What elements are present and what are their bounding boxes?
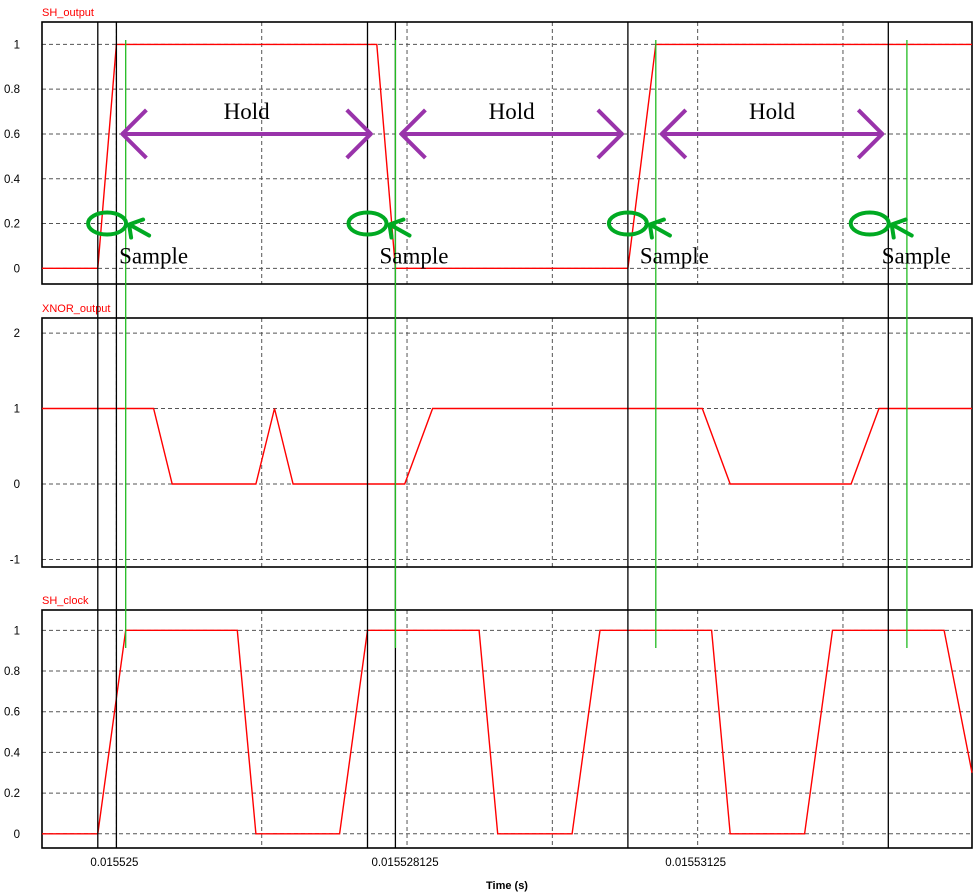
x-axis: 0.015525 0.015528125 0.01553125 Time (s) [90,857,726,892]
signal-trace [42,43,972,269]
y-tick-label: -1 [10,554,20,566]
hold-arrow-head-left [399,108,427,160]
x-tick-label: 0.015528125 [371,857,438,869]
panel-title: XNOR_output [42,303,110,315]
hold-label: Hold [749,99,796,124]
y-tick-label: 1 [14,39,20,51]
y-tick-label: 1 [14,404,20,416]
x-tick-label: 0.01553125 [665,857,726,869]
y-tick-label: 0.8 [4,666,20,678]
signal-panels: SH_output 0 0.2 0.4 0.6 0.8 1 XNOR_output -1 0 1 2 S… [4,7,973,849]
x-tick-label: 0.015525 [90,857,138,869]
sample-arrow-shaft [891,223,914,238]
y-tick-label: 0 [14,263,20,275]
panel-frame [41,609,973,849]
sample-marker: Sample [346,210,449,269]
hold-label: Hold [489,99,536,124]
sample-label: Sample [119,244,188,269]
sample-label: Sample [640,244,709,269]
y-tick-label: 0.4 [4,174,21,186]
y-tick-label: 2 [14,328,20,340]
hold-arrow: Hold [399,99,624,160]
sample-label: Sample [380,244,449,269]
y-tick-label: 0.4 [4,747,21,759]
y-tick-label: 0.2 [4,219,20,231]
sample-circle [346,210,389,237]
cursor-guide-lines [97,22,908,848]
sample-arrow-shaft [389,223,412,238]
sample-marker: Sample [86,210,188,269]
panel-3: SH_clock 0 0.2 0.4 0.6 0.8 1 [4,595,973,849]
sample-label: Sample [882,244,951,269]
panel-frame [41,21,973,285]
signal-trace [42,629,973,835]
hold-label: Hold [224,99,271,124]
y-tick-label: 0 [14,479,20,491]
sample-circle [606,210,649,237]
hold-arrow: Hold [659,99,885,160]
x-axis-label: Time (s) [486,880,528,892]
panel-title: SH_output [42,7,94,19]
y-tick-label: 0.2 [4,788,20,800]
annotations: Hold Hold Hold Sample Sample Sample Sample [86,99,951,269]
panel-title: SH_clock [42,595,89,607]
sample-arrow-shaft [649,223,672,238]
sample-arrow-shaft [129,223,152,238]
hold-arrow: Hold [120,99,373,160]
signal-trace [42,407,972,485]
sample-arrow-head [647,217,666,240]
panel-2: XNOR_output -1 0 1 2 [10,303,973,568]
hold-arrow-head-right [596,108,624,160]
sample-arrow-head [889,217,908,240]
hold-arrow-head-right [345,108,373,160]
hold-arrow-head-left [659,108,688,160]
y-tick-label: 0.6 [4,129,20,141]
sample-circle [848,210,891,237]
y-tick-label: 1 [14,625,20,637]
sample-arrow-head [127,217,146,240]
hold-arrow-head-left [120,108,148,160]
y-tick-label: 0 [14,829,20,841]
panel-frame [41,317,973,568]
y-tick-label: 0.8 [4,84,20,96]
hold-arrow-head-right [856,108,885,160]
sample-marker: Sample [848,210,951,269]
sample-arrow-head [387,217,406,240]
sample-circle [86,210,129,237]
panel-1: SH_output 0 0.2 0.4 0.6 0.8 1 [4,7,973,285]
y-tick-label: 0.6 [4,707,20,719]
sample-marker: Sample [606,210,709,269]
